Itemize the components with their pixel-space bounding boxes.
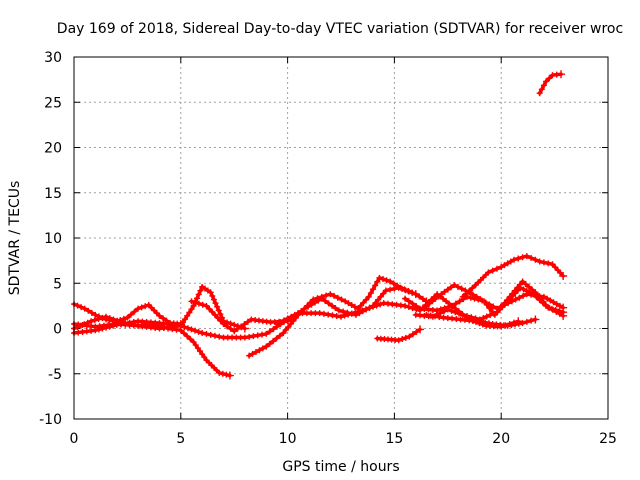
x-tick-label: 10: [279, 431, 297, 447]
chart-title: Day 169 of 2018, Sidereal Day-to-day VTE…: [57, 21, 623, 37]
y-tick-label: -5: [48, 367, 62, 383]
series-markers: [423, 282, 568, 320]
x-axis-label: GPS time / hours: [282, 459, 399, 475]
grid: [74, 57, 608, 419]
y-tick-label: 15: [44, 186, 62, 202]
plot-area: [71, 70, 568, 380]
series-s6: [246, 274, 431, 359]
y-tick-label: 0: [53, 322, 62, 338]
x-tick-label: 15: [385, 431, 403, 447]
x-tick-label: 0: [70, 431, 79, 447]
x-tick-label: 25: [599, 431, 617, 447]
y-tick-label: 10: [44, 231, 62, 247]
series-s13: [423, 311, 540, 329]
y-tick-label: 20: [44, 141, 62, 157]
y-tick-label: 5: [53, 276, 62, 292]
series-line: [537, 72, 563, 95]
x-tick-label: 20: [492, 431, 510, 447]
x-tick-label: 5: [176, 431, 185, 447]
y-tick-label: 30: [44, 50, 62, 66]
axis-ticks: 0 5 10 15 20 25 -10 -5 0 5 10 15 20 25 30: [39, 50, 617, 447]
series-markers: [246, 274, 431, 359]
series-s12: [459, 253, 568, 300]
y-axis-label: SDTVAR / TECUs: [7, 181, 23, 296]
series-s14: [536, 70, 566, 97]
series-markers: [374, 325, 425, 344]
y-tick-label: 25: [44, 95, 62, 111]
series-s8: [374, 325, 425, 344]
plot-frame: [73, 56, 609, 420]
series-markers: [423, 311, 540, 329]
series-markers: [536, 70, 566, 97]
y-tick-label: -10: [39, 412, 62, 428]
series-markers: [459, 253, 568, 300]
series-s11: [423, 282, 568, 320]
